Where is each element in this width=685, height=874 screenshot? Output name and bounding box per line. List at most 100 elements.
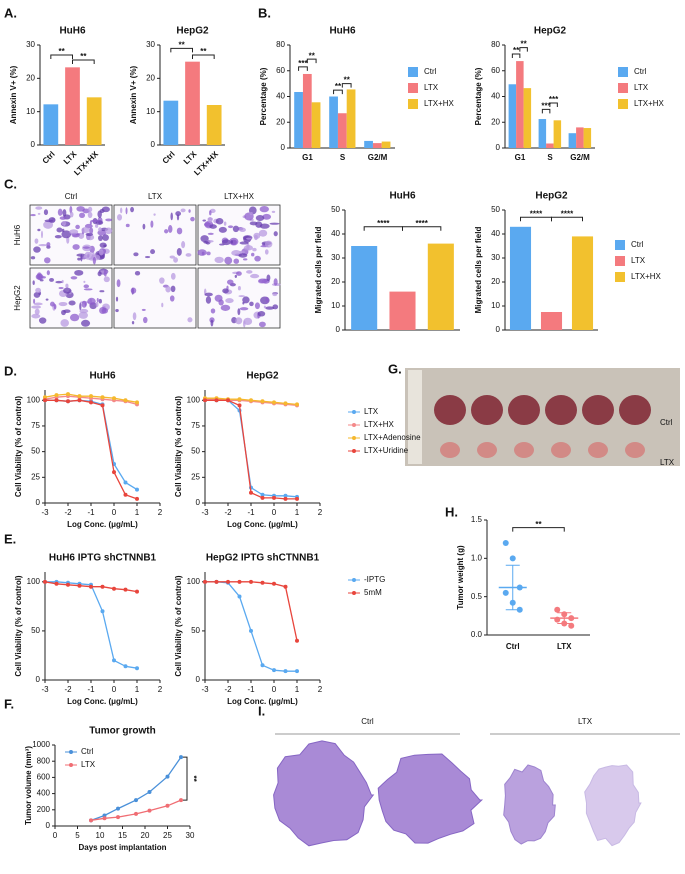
sig-label: ****	[561, 209, 574, 218]
y-tick-label: 60	[491, 66, 500, 75]
panel-label: A.	[4, 5, 17, 20]
legend-marker	[69, 763, 73, 767]
data-point	[179, 798, 183, 803]
series-line	[205, 399, 298, 498]
y-tick-label: 0	[496, 325, 501, 334]
x-tick-label: -1	[87, 508, 95, 517]
data-point	[112, 470, 116, 475]
x-tick-label: S	[547, 153, 553, 162]
cell-blob	[222, 288, 229, 294]
data-point	[116, 806, 120, 811]
cell-blob	[243, 317, 253, 326]
cell-blob	[30, 214, 36, 217]
data-point	[123, 480, 128, 485]
cell-blob	[258, 278, 268, 284]
y-tick-label: 1.5	[471, 515, 483, 524]
sig-bracket	[333, 89, 343, 95]
cell-blob	[239, 307, 249, 311]
x-tick-label: G2/M	[570, 153, 590, 162]
data-point	[100, 403, 105, 408]
data-point	[66, 399, 70, 404]
tumor	[582, 395, 614, 425]
x-tick-label: 2	[158, 508, 163, 517]
legend-marker	[352, 423, 356, 427]
bar	[86, 97, 102, 145]
series-line	[205, 581, 297, 672]
cell-blob	[30, 256, 36, 260]
cell-blob	[209, 224, 217, 229]
sig-label: **	[344, 76, 351, 85]
data-point	[147, 789, 152, 794]
tumor	[434, 395, 466, 425]
data-point	[165, 774, 170, 779]
legend-swatch	[618, 99, 628, 109]
column-label: LTX+HX	[224, 192, 255, 201]
chart-title: HuH6	[59, 26, 86, 37]
legend-swatch	[615, 256, 625, 266]
cell-blob	[265, 306, 275, 310]
y-tick-label: 30	[26, 40, 35, 49]
cell-blob	[239, 241, 249, 245]
cell-blob	[169, 255, 175, 259]
data-point	[237, 579, 242, 584]
cell-blob	[223, 221, 227, 226]
data-point	[54, 581, 59, 586]
cell-blob	[69, 211, 74, 218]
cell-blob	[38, 317, 47, 324]
y-axis-label: Migrated cells per field	[474, 227, 483, 314]
data-point	[554, 606, 561, 613]
cell-blob	[259, 205, 269, 213]
cell-blob	[103, 269, 107, 277]
sig-label: **	[520, 40, 527, 49]
data-point	[260, 492, 265, 497]
legend-label: LTX+Adenosine	[364, 433, 421, 442]
y-tick-label: 0	[36, 675, 41, 684]
sig-label: ***	[549, 95, 559, 104]
cell-blob	[209, 210, 212, 216]
data-point	[249, 398, 253, 403]
cell-blob	[203, 240, 209, 244]
y-tick-label: 50	[191, 626, 200, 635]
y-tick-label: 40	[331, 229, 340, 238]
data-point	[272, 495, 276, 500]
y-tick-label: 25	[191, 472, 200, 481]
bar	[163, 100, 179, 145]
tumor	[545, 395, 577, 425]
cell-blob	[98, 249, 104, 256]
tumor	[588, 442, 608, 458]
cell-blob	[141, 308, 146, 311]
cell-blob	[69, 229, 79, 235]
bar	[302, 73, 312, 148]
legend-marker	[352, 449, 356, 453]
y-tick-label: 0	[196, 675, 201, 684]
data-point	[283, 493, 288, 498]
cell-blob	[36, 272, 43, 281]
cell-blob	[205, 296, 212, 304]
cell-blob	[143, 316, 148, 324]
cell-blob	[237, 308, 241, 316]
x-tick-label: 20	[141, 831, 150, 840]
cell-blob	[227, 225, 234, 229]
sig-label: **	[335, 82, 342, 91]
bar	[523, 88, 532, 148]
cell-blob	[33, 302, 43, 306]
x-axis-label: Log Conc. (μg/mL)	[67, 520, 138, 529]
legend-label: Ctrl	[634, 67, 647, 76]
cell-blob	[133, 252, 139, 257]
bar	[337, 113, 347, 148]
cell-blob	[132, 312, 137, 321]
cell-blob	[77, 257, 81, 261]
photo-label: Ctrl	[660, 418, 673, 427]
cell-blob	[62, 209, 67, 217]
cell-blob	[150, 249, 156, 255]
x-tick-label: 1	[135, 508, 140, 517]
x-tick-label: G1	[515, 153, 526, 162]
cell-blob	[130, 287, 137, 294]
cell-blob	[103, 276, 110, 283]
chart-title: HepG2	[534, 26, 567, 37]
cell-blob	[92, 256, 96, 265]
legend-swatch	[408, 99, 418, 109]
cell-blob	[105, 218, 113, 222]
sig-bracket	[551, 216, 583, 222]
data-point	[89, 394, 93, 399]
